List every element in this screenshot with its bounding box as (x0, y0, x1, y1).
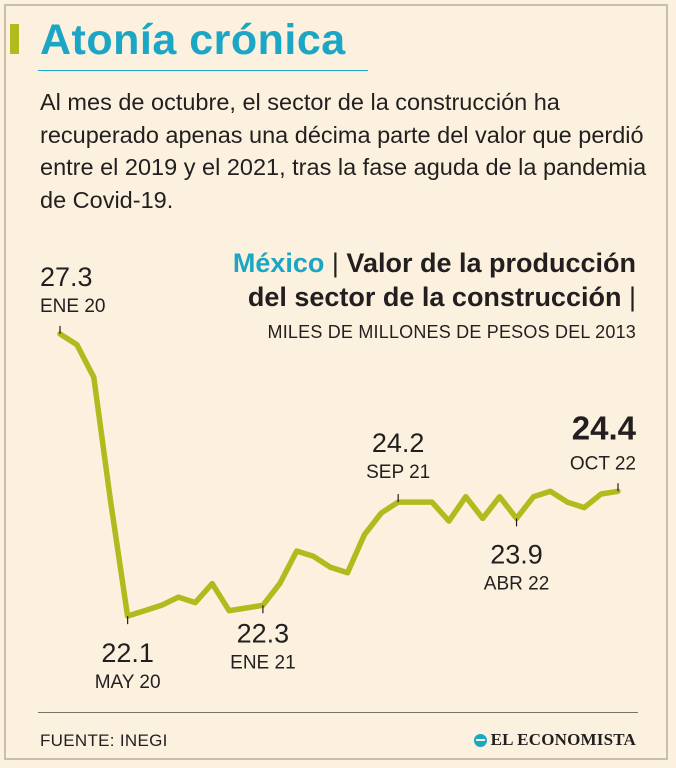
annotation-date-label: SEP 21 (366, 462, 430, 483)
subtitle-text: Al mes de octubre, el sector de la const… (40, 89, 647, 213)
annotation-value: 23.9 (490, 539, 543, 569)
accent-bar (10, 24, 19, 54)
annotation-date-label: MAY 20 (95, 672, 161, 693)
annotation-value: 27.3 (40, 262, 93, 292)
brand-name: EL ECONOMISTA (490, 730, 636, 749)
chart-heading: México | Valor de la producción del sect… (233, 246, 636, 314)
country-label: México (232, 248, 325, 278)
annotation-value: 24.2 (372, 428, 425, 458)
chart-heading-text-1: Valor de la producción (346, 248, 636, 278)
brand-logo: EL ECONOMISTA (473, 730, 636, 750)
footer-divider (38, 712, 638, 713)
annotation-date-label: ENE 20 (40, 296, 105, 317)
chart-heading-text-2: del sector de la construcción (247, 282, 622, 312)
chart-heading-line2: del sector de la construcción | (233, 280, 636, 314)
page-title: Atonía crónica (40, 16, 346, 64)
frame-border (4, 4, 668, 760)
annotation-value: 22.1 (101, 638, 154, 668)
annotation-date-label: ENE 21 (230, 652, 295, 673)
heading-separator: | (331, 248, 339, 278)
heading-separator-end: | (628, 282, 636, 312)
chart-heading-line1: México | Valor de la producción (233, 246, 636, 280)
annotation-value: 24.4 (572, 409, 637, 446)
title-underline (38, 70, 368, 71)
annotation-date-label: ABR 22 (484, 573, 549, 594)
annotation-date-label: OCT 22 (570, 453, 636, 474)
source-label: FUENTE: INEGI (40, 731, 168, 750)
brand-icon (473, 733, 487, 747)
series-line (57, 331, 621, 619)
annotation-value: 22.3 (237, 618, 290, 648)
units-label: MILES DE MILLONES DE PESOS DEL 2013 (267, 322, 636, 342)
